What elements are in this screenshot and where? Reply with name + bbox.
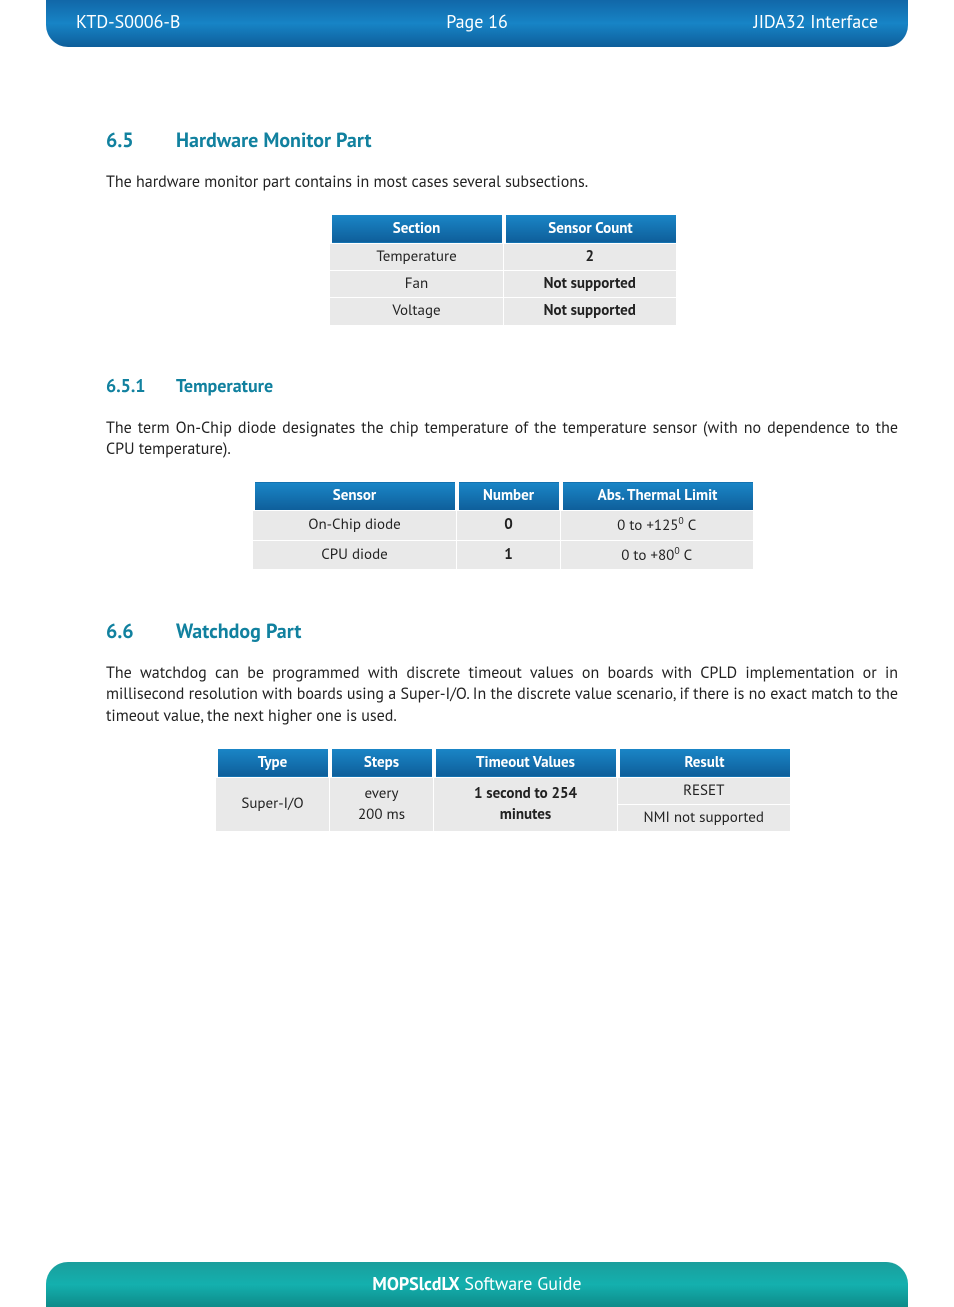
cell-timeout: 1 second to 254 minutes xyxy=(434,777,618,832)
section-6-5-heading: 6.5Hardware Monitor Part xyxy=(106,127,898,154)
cell: CPU diode xyxy=(253,540,457,569)
section-title: Hardware Monitor Part xyxy=(176,127,371,153)
table-row: Super-I/O every 200 ms 1 second to 254 m… xyxy=(216,777,791,832)
col-sensor: Sensor xyxy=(253,482,457,511)
result-line2: NMI not supported xyxy=(618,805,790,831)
header-title: JIDA32 Interface xyxy=(611,10,878,33)
table-row: CPU diode 1 0 to +800 C xyxy=(253,540,754,569)
cell: 0 to +1250 C xyxy=(561,511,754,540)
timeout-line2: minutes xyxy=(500,805,551,824)
timeout-line1: 1 second to 254 xyxy=(474,784,577,803)
cell-type: Super-I/O xyxy=(216,777,330,832)
cell: Temperature xyxy=(330,243,504,270)
page-header: KTD-S0006-B Page 16 JIDA32 Interface xyxy=(46,0,908,47)
section-title: Watchdog Part xyxy=(176,618,301,644)
subsection-number: 6.5.1 xyxy=(106,374,176,398)
footer-product: MOPSlcdLX xyxy=(372,1272,459,1295)
subsection-title: Temperature xyxy=(176,374,273,397)
temperature-table: Sensor Number Abs. Thermal Limit On-Chip… xyxy=(251,481,754,570)
cell: Fan xyxy=(330,271,504,298)
hardware-monitor-table: Section Sensor Count Temperature 2 Fan N… xyxy=(328,214,677,326)
cell: Not supported xyxy=(504,298,677,325)
cell: 0 xyxy=(457,511,561,540)
result-line1: RESET xyxy=(618,778,790,805)
col-sensor-count: Sensor Count xyxy=(504,214,677,243)
table-row: On-Chip diode 0 0 to +1250 C xyxy=(253,511,754,540)
section-6-5-1-heading: 6.5.1Temperature xyxy=(106,374,898,398)
section-6-5-body: The hardware monitor part contains in mo… xyxy=(106,172,898,194)
col-limit: Abs. Thermal Limit xyxy=(561,482,754,511)
section-number: 6.5 xyxy=(106,127,176,154)
unit: C xyxy=(684,516,697,535)
table-row: Temperature 2 xyxy=(330,243,677,270)
steps-line1: every xyxy=(364,784,398,803)
page-footer: MOPSlcdLX Software Guide xyxy=(46,1262,908,1307)
header-doc-id: KTD-S0006-B xyxy=(76,10,343,33)
cell: Not supported xyxy=(504,271,677,298)
blank-space xyxy=(106,842,898,1222)
limit-value: 0 to +80 xyxy=(621,546,674,565)
col-section: Section xyxy=(330,214,504,243)
cell: 0 to +800 C xyxy=(561,540,754,569)
col-type: Type xyxy=(216,748,330,777)
section-number: 6.6 xyxy=(106,618,176,645)
footer-label: Software Guide xyxy=(460,1272,582,1295)
section-6-6-heading: 6.6Watchdog Part xyxy=(106,618,898,645)
cell: 1 xyxy=(457,540,561,569)
cell: On-Chip diode xyxy=(253,511,457,540)
cell-steps: every 200 ms xyxy=(330,777,434,832)
col-result: Result xyxy=(618,748,791,777)
cell-result: RESET NMI not supported xyxy=(618,777,791,832)
table-row: Fan Not supported xyxy=(330,271,677,298)
limit-value: 0 to +125 xyxy=(617,516,678,535)
table-row: Voltage Not supported xyxy=(330,298,677,325)
steps-line2: 200 ms xyxy=(358,805,405,824)
cell: 2 xyxy=(504,243,677,270)
cell: Voltage xyxy=(330,298,504,325)
header-page: Page 16 xyxy=(343,10,610,33)
section-6-6-body: The watchdog can be programmed with disc… xyxy=(106,663,898,728)
col-timeout: Timeout Values xyxy=(434,748,618,777)
page-content: 6.5Hardware Monitor Part The hardware mo… xyxy=(0,47,954,1262)
unit: C xyxy=(680,546,693,565)
watchdog-table: Type Steps Timeout Values Result Super-I… xyxy=(214,748,791,833)
col-number: Number xyxy=(457,482,561,511)
section-6-5-1-body: The term On-Chip diode designates the ch… xyxy=(106,418,898,461)
col-steps: Steps xyxy=(330,748,434,777)
